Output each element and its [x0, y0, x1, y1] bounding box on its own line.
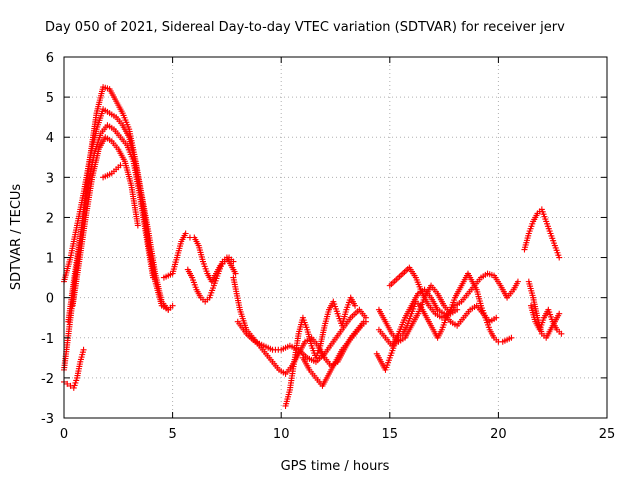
- y-tick-label: 0: [46, 292, 54, 307]
- data-point: [352, 302, 359, 309]
- y-tick-label: 6: [46, 51, 54, 66]
- y-axis-ticks: -3 -2 -1 0 1 2 3 4 5 6: [41, 51, 607, 427]
- x-tick-label: 20: [490, 427, 507, 442]
- y-tick-label: 4: [46, 131, 54, 146]
- data-point: [169, 302, 176, 309]
- x-tick-label: 25: [599, 427, 616, 442]
- x-axis-label: GPS time / hours: [281, 459, 390, 474]
- y-tick-label: 1: [46, 252, 54, 267]
- x-tick-label: 5: [168, 427, 176, 442]
- x-tick-label: 0: [60, 427, 68, 442]
- data-point: [165, 306, 172, 313]
- y-tick-label: -3: [41, 412, 54, 427]
- chart-title: Day 050 of 2021, Sidereal Day-to-day VTE…: [45, 20, 565, 35]
- y-axis-label: SDTVAR / TECUs: [9, 184, 24, 291]
- data-point: [362, 318, 369, 325]
- data-point: [150, 274, 157, 281]
- data-point: [556, 310, 563, 317]
- data-point: [493, 314, 500, 321]
- data-point: [117, 162, 124, 169]
- plot-frame: [63, 56, 608, 419]
- data-point: [182, 230, 189, 237]
- data-point: [558, 330, 565, 337]
- y-tick-label: -1: [41, 332, 54, 347]
- x-tick-label: 15: [382, 427, 399, 442]
- data-point: [556, 254, 563, 261]
- data-marks: [61, 84, 565, 409]
- data-point: [134, 222, 141, 229]
- data-point: [508, 334, 515, 341]
- y-tick-label: 3: [46, 171, 54, 186]
- data-point: [454, 306, 461, 313]
- x-axis-ticks: 0 5 10 15 20 25: [60, 57, 615, 442]
- grid: [64, 57, 607, 418]
- data-point: [514, 278, 521, 285]
- y-tick-label: -2: [41, 372, 54, 387]
- y-tick-label: 5: [46, 91, 54, 106]
- x-tick-label: 10: [273, 427, 290, 442]
- data-point: [80, 346, 87, 353]
- data-point: [232, 270, 239, 277]
- data-point: [64, 380, 71, 387]
- y-tick-label: 2: [46, 211, 54, 226]
